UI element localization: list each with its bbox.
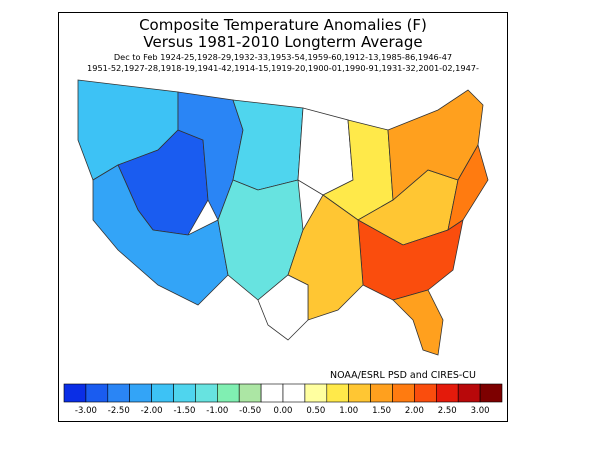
colorbar-box bbox=[348, 383, 371, 403]
region-texas-west bbox=[257, 274, 309, 341]
colorbar-box bbox=[151, 383, 174, 403]
region-upper-midwest bbox=[297, 107, 354, 196]
colorbar: -3.00 -2.50 -2.00 -1.50 -1.00 -0.50 0.00 0.50 1.… bbox=[63, 383, 503, 416]
colorbar-tick-label: -0.50 bbox=[239, 406, 261, 416]
colorbar-box bbox=[414, 383, 437, 403]
colorbar-tick-label: 3.00 bbox=[471, 406, 490, 416]
season-years-line: Dec to Feb 1924-25,1928-29,1932-33,1953-… bbox=[113, 52, 453, 62]
colorbar-tick-label: -1.00 bbox=[206, 406, 228, 416]
colorbar-tick-label: 1.00 bbox=[339, 406, 358, 416]
region-florida bbox=[392, 289, 444, 356]
colorbar-tick-label: -2.00 bbox=[141, 406, 163, 416]
colorbar-box bbox=[63, 383, 87, 403]
colorbar-box bbox=[304, 383, 328, 403]
colorbar-box bbox=[129, 383, 152, 403]
colorbar-box bbox=[326, 383, 349, 403]
colorbar-tick-label: -3.00 bbox=[75, 406, 97, 416]
colorbar-tick-label: -2.50 bbox=[108, 406, 130, 416]
colorbar-tick-label: 2.50 bbox=[438, 406, 457, 416]
colorbar-box bbox=[173, 383, 196, 403]
colorbar-box bbox=[238, 383, 262, 403]
region-southeast bbox=[357, 219, 464, 301]
colorbar-box bbox=[370, 383, 393, 403]
colorbar-box bbox=[195, 383, 218, 403]
title-line-1: Composite Temperature Anomalies (F) bbox=[139, 16, 427, 34]
region-northern-plains bbox=[232, 99, 304, 191]
years-line-2: 1951-52,1927-28,1918-19,1941-42,1914-15,… bbox=[87, 63, 479, 73]
colorbar-tick-label: -1.50 bbox=[173, 406, 195, 416]
colorbar-box bbox=[457, 383, 481, 403]
colorbar-box bbox=[217, 383, 240, 403]
us-climate-division-map bbox=[77, 79, 489, 356]
colorbar-box bbox=[435, 383, 459, 403]
colorbar-box bbox=[392, 383, 415, 403]
colorbar-box bbox=[282, 383, 306, 403]
title-line-2: Versus 1981-2010 Longterm Average bbox=[143, 33, 423, 51]
colorbar-tick-label: 2.00 bbox=[405, 406, 424, 416]
region-mid-atlantic bbox=[447, 143, 489, 231]
colorbar-box bbox=[107, 383, 130, 403]
colorbar-box bbox=[260, 383, 284, 403]
colorbar-tick-label: 1.50 bbox=[372, 406, 391, 416]
colorbar-box bbox=[85, 383, 109, 403]
colorbar-tick-label: 0.00 bbox=[274, 406, 293, 416]
colorbar-tick-label: 0.50 bbox=[306, 406, 325, 416]
colorbar-box bbox=[479, 383, 503, 403]
data-credit: NOAA/ESRL PSD and CIRES-CU bbox=[330, 370, 476, 381]
